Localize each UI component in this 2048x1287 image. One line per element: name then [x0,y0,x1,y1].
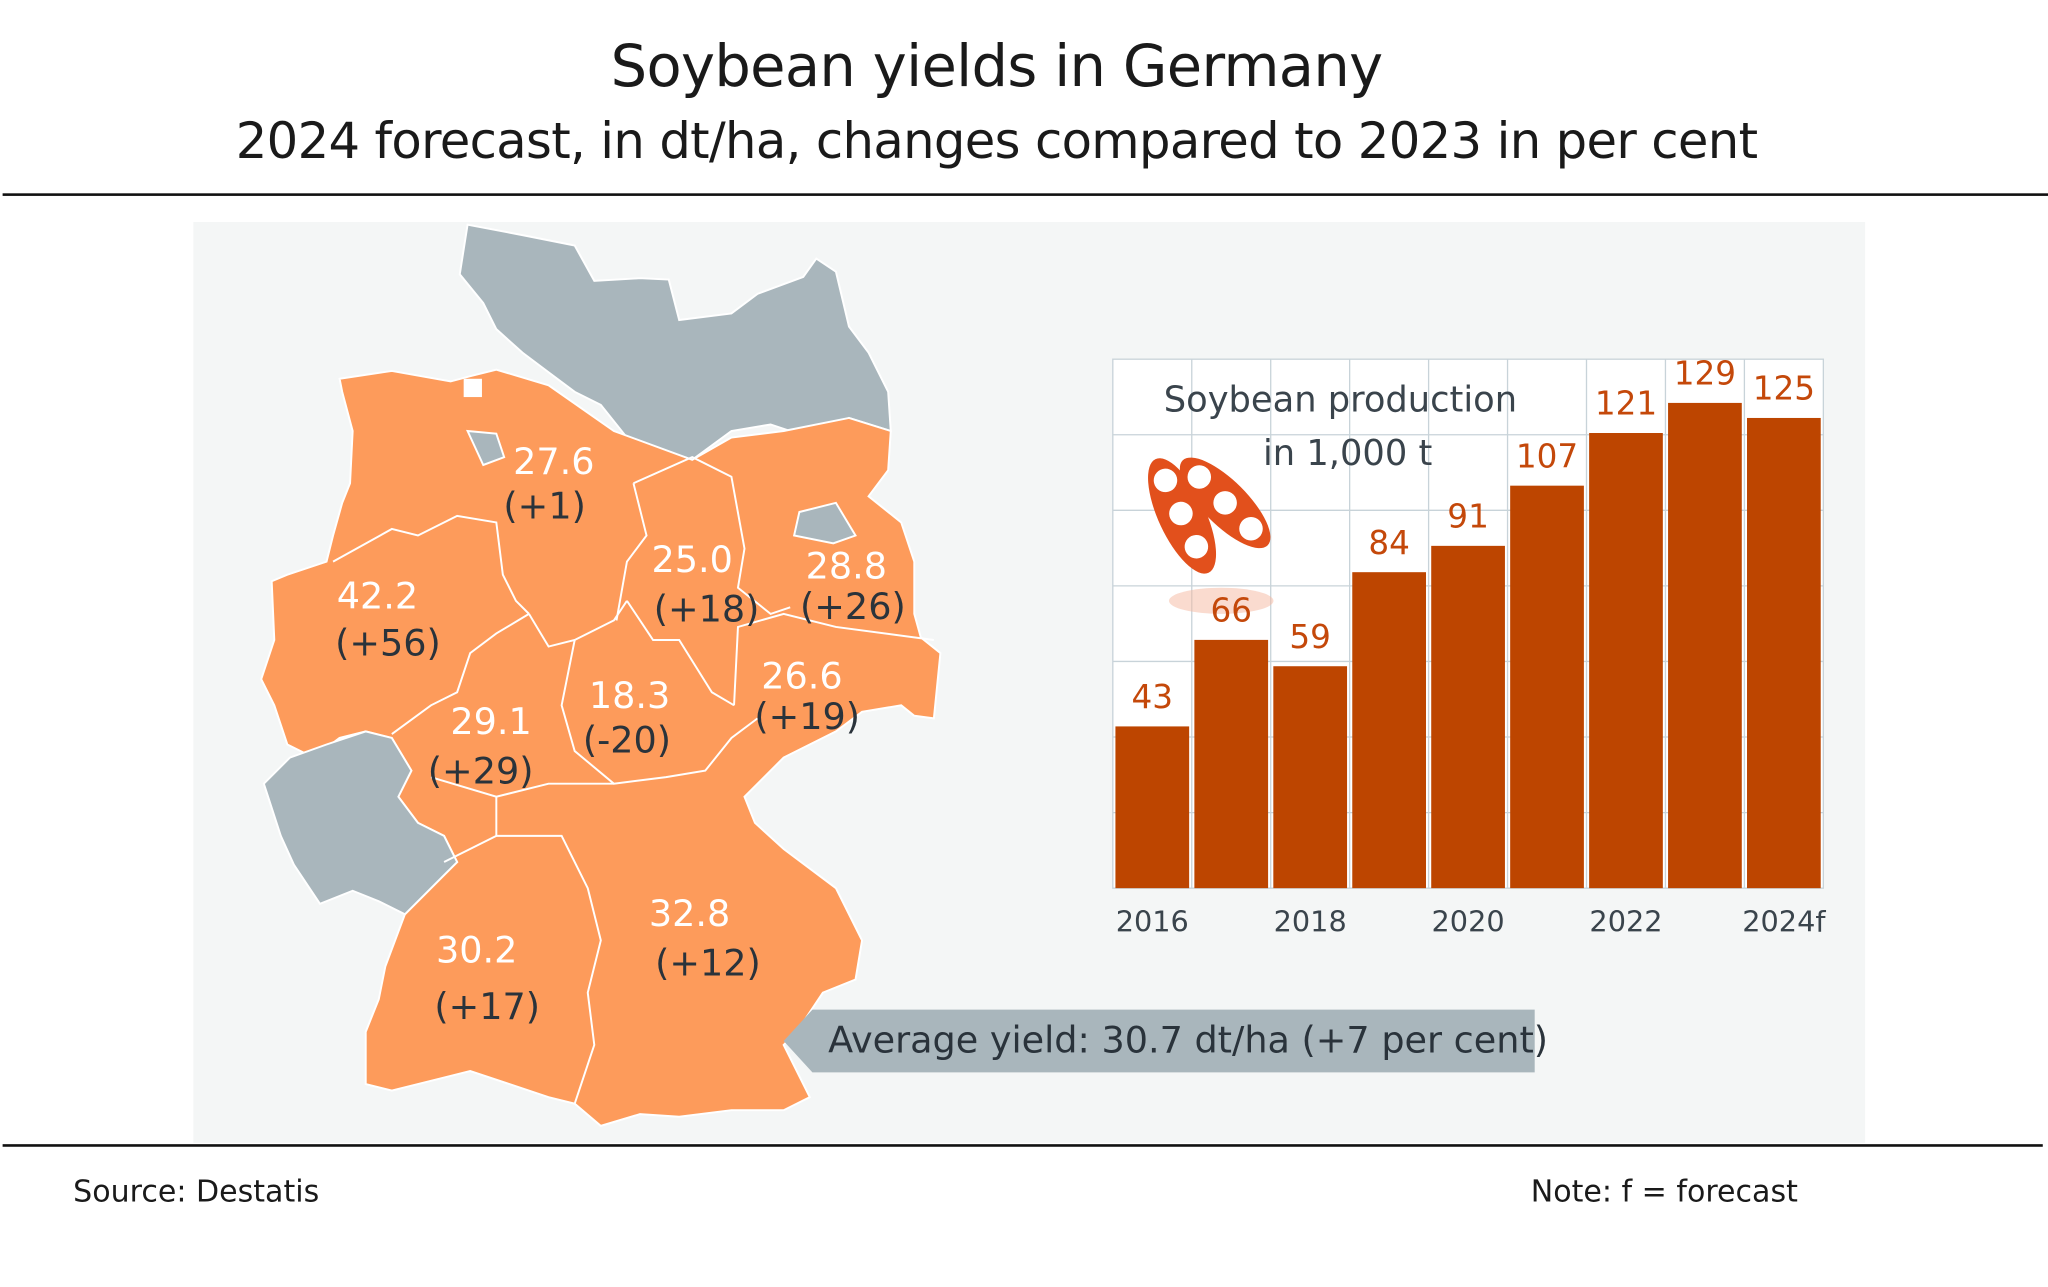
map-no-data-north [458,223,892,461]
map-no-data-bremen [463,378,482,398]
region-value: 29.1 [450,700,531,743]
region-change: (+26) [800,585,906,628]
region-value: 26.6 [761,654,842,697]
data-label-2019: 84 [1368,524,1410,562]
production-chart: Soybean production in 1,000 t 43 2016 66 59… [1112,355,1826,938]
bar-2021 [1510,485,1584,889]
top-divider [2,193,2048,196]
region-change: (+12) [655,942,761,985]
region-value: 28.8 [806,545,887,588]
x-tick-label: 2024f [1742,904,1826,938]
average-yield-label: Average yield: 30.7 dt/ha (+7 per cent) [828,1019,1548,1062]
data-label-2021: 107 [1516,437,1578,475]
region-labels: 27.6 (+1) 42.2 (+56) 25.0 (+18) 28.8 (+2… [335,440,906,1028]
bar-2023 [1668,402,1742,889]
data-label-2018: 59 [1289,618,1331,656]
data-label-2016: 43 [1132,678,1174,716]
region-value: 27.6 [513,440,594,483]
x-tick-label: 2016 [1116,904,1189,938]
x-tick-label: 2022 [1589,904,1662,938]
chart-subtitle: in 1,000 t [1263,433,1432,474]
page-subtitle: 2024 forecast, in dt/ha, changes compare… [235,112,1758,170]
chart-title: Soybean production [1164,379,1517,420]
page-title: Soybean yields in Germany [610,33,1384,101]
bar-2024f [1747,417,1821,889]
region-change: (+56) [335,622,441,665]
map-no-data-southwest [262,730,459,916]
average-yield-callout: Average yield: 30.7 dt/ha (+7 per cent) [783,1009,1548,1073]
bar-2017 [1194,639,1269,889]
data-label-2023: 129 [1674,355,1736,393]
data-label-2017: 66 [1210,592,1252,630]
soybean-icon [1148,457,1274,614]
region-change: (+19) [754,695,860,738]
data-label-2024f: 125 [1753,370,1815,408]
source-note: Source: Destatis [73,1175,320,1210]
region-change: (+17) [434,985,540,1028]
bar-2016 [1115,726,1190,889]
germany-map: 27.6 (+1) 42.2 (+56) 25.0 (+18) 28.8 (+2… [260,223,1548,1127]
map-no-data-berlin [792,501,857,545]
region-change: (+18) [654,588,760,631]
data-label-2022: 121 [1595,385,1657,423]
region-value: 42.2 [337,575,418,618]
state-borders [332,456,935,1104]
region-value: 25.0 [652,538,733,581]
x-tick-label: 2020 [1432,904,1505,938]
region-value: 32.8 [649,892,730,935]
region-value: 18.3 [589,674,670,717]
bar-2018 [1273,666,1348,889]
x-tick-label: 2018 [1274,904,1347,938]
bar-2022 [1589,433,1663,889]
chart-bars: 43 2016 66 59 2018 84 91 2020 107 121 2022 129 125 20… [1115,355,1826,938]
region-change: (+1) [503,485,585,528]
bottom-divider [2,1144,2043,1147]
region-change: (-20) [583,718,671,761]
data-label-2020: 91 [1447,498,1489,536]
map-region-orange [260,368,942,1127]
forecast-note: Note: f = forecast [1530,1175,1798,1210]
region-change: (+29) [428,750,534,793]
region-value: 30.2 [436,929,517,972]
map-no-data-hamburg [465,429,506,467]
bar-2020 [1431,545,1505,889]
bar-2019 [1352,572,1426,889]
